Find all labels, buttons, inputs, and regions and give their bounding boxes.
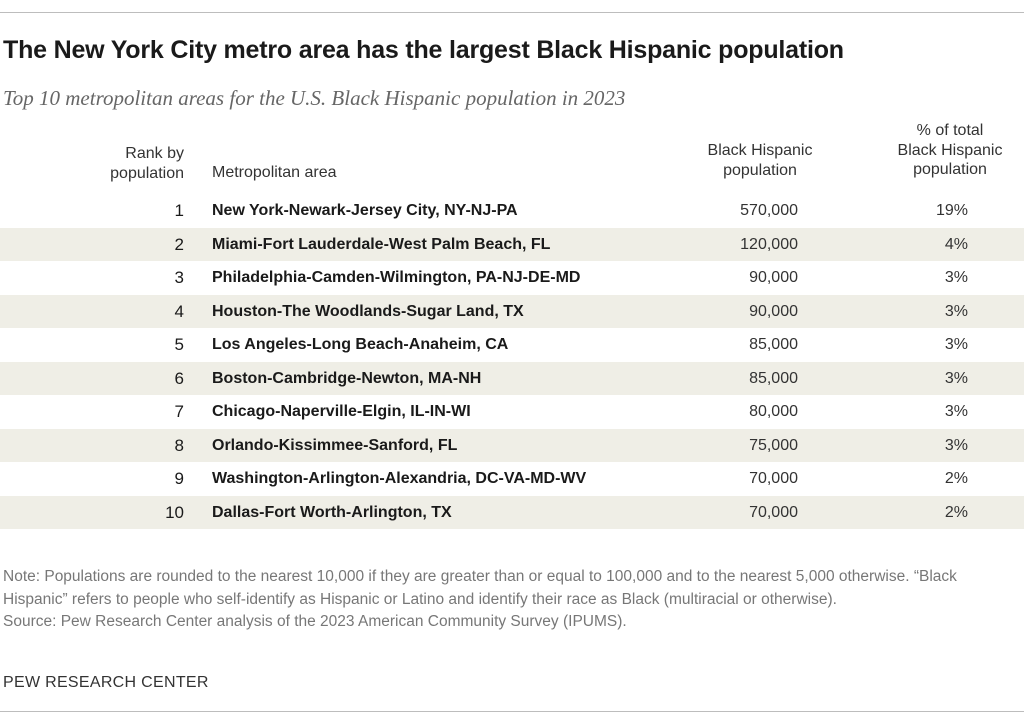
percent-cell: 3% [944,269,968,286]
bottom-rule [0,711,1024,712]
percent-cell: 3% [944,336,968,353]
table-row: 3 Philadelphia-Camden-Wilmington, PA-NJ-D… [0,261,1024,295]
header-percent-line: Black Hispanic [897,141,1003,159]
table-row: 4 Houston-The Woodlands-Sugar Land, TX 90,… [0,294,1024,328]
brand-name: PEW RESEARCH CENTER [3,674,209,691]
population-cell: 120,000 [740,235,798,253]
percent-cell: 3% [944,436,968,454]
table-row: 5 Los Angeles-Long Beach-Anaheim, CA 85,00… [0,328,1024,362]
header-population-line: Black Hispanic [707,142,813,159]
percent-cell: 19% [935,202,968,219]
percent-cell: 2% [944,503,968,521]
percent-cell: 4% [944,235,968,253]
note-text: Note: Populations are rounded to the nea… [3,568,957,608]
rank-cell: 5 [174,335,184,354]
percent-cell: 3% [944,403,968,420]
rank-cell: 9 [174,469,184,488]
header-population: Black Hispanic population [680,141,840,180]
header-area-line: Metropolitan area [212,164,337,181]
percent-cell: 2% [944,470,968,487]
header-percent-line: population [913,161,987,178]
area-cell: Miami-Fort Lauderdale-West Palm Beach, F… [212,235,551,253]
header-rank-line: Rank by [125,145,184,162]
population-cell: 80,000 [749,403,798,420]
area-cell: Boston-Cambridge-Newton, MA-NH [212,369,482,387]
area-cell: Los Angeles-Long Beach-Anaheim, CA [212,336,509,353]
table-row: 7 Chicago-Naperville-Elgin, IL-IN-WI 80,00… [0,395,1024,429]
header-percent: % of total Black Hispanic population [880,121,1020,180]
area-cell: Philadelphia-Camden-Wilmington, PA-NJ-DE… [212,269,581,286]
chart-title: The New York City metro area has the lar… [3,36,844,64]
population-cell: 570,000 [740,202,798,219]
population-cell: 90,000 [749,302,798,320]
table-row: 2 Miami-Fort Lauderdale-West Palm Beach, … [0,227,1024,261]
area-cell: Houston-The Woodlands-Sugar Land, TX [212,302,524,320]
population-cell: 85,000 [749,369,798,387]
percent-cell: 3% [944,302,968,320]
table-row: 9 Washington-Arlington-Alexandria, DC-VA-… [0,462,1024,496]
header-rank-line: population [110,164,184,182]
footnote: Note: Populations are rounded to the nea… [3,566,1021,634]
rank-cell: 1 [174,201,184,220]
table-row: 6 Boston-Cambridge-Newton, MA-NH 85,000 3% [0,361,1024,395]
table-row: 8 Orlando-Kissimmee-Sanford, FL 75,000 3% [0,428,1024,462]
rank-cell: 2 [174,234,184,254]
population-cell: 70,000 [749,470,798,487]
rank-cell: 8 [174,435,184,455]
rank-cell: 10 [165,502,184,522]
table-row: 1 New York-Newark-Jersey City, NY-NJ-PA 57… [0,194,1024,228]
area-cell: New York-Newark-Jersey City, NY-NJ-PA [212,202,518,219]
percent-cell: 3% [944,369,968,387]
source-text: Source: Pew Research Center analysis of … [3,613,627,630]
area-cell: Washington-Arlington-Alexandria, DC-VA-M… [212,470,587,487]
area-cell: Dallas-Fort Worth-Arlington, TX [212,503,452,521]
table-row: 10 Dallas-Fort Worth-Arlington, TX 70,000 2… [0,495,1024,529]
area-cell: Chicago-Naperville-Elgin, IL-IN-WI [212,403,471,420]
rank-cell: 6 [174,368,184,388]
population-cell: 85,000 [749,336,798,353]
chart-subtitle: Top 10 metropolitan areas for the U.S. B… [3,86,626,110]
header-percent-line: % of total [916,122,984,139]
top-rule [0,12,1024,13]
rank-cell: 4 [174,301,184,321]
area-cell: Orlando-Kissimmee-Sanford, FL [212,436,458,454]
population-cell: 90,000 [749,269,798,286]
header-area: Metropolitan area [212,163,337,183]
population-cell: 70,000 [749,503,798,521]
rank-cell: 3 [174,268,184,287]
population-cell: 75,000 [749,436,798,454]
rank-cell: 7 [174,402,184,421]
data-table: 1 New York-Newark-Jersey City, NY-NJ-PA 57… [0,194,1024,529]
header-population-line: population [723,161,797,179]
header-rank: Rank by population [80,144,184,183]
